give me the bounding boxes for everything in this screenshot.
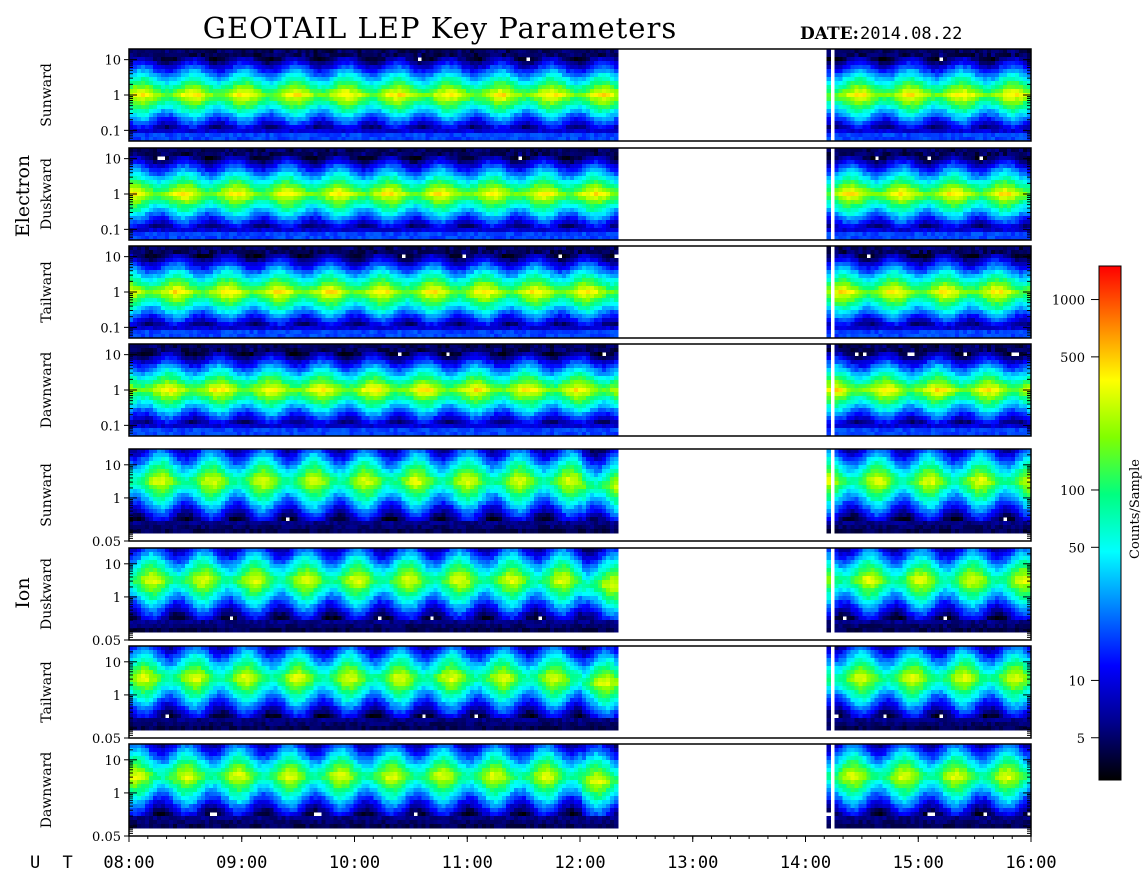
y-tick-label: 0.1 — [100, 419, 121, 434]
y-tick-label: 0.1 — [100, 124, 121, 139]
x-tick-label: 08:00 — [103, 853, 154, 873]
y-tick-label: 0.1 — [100, 223, 121, 238]
colorbar-tick-label: 50 — [1068, 541, 1085, 556]
figure-title: GEOTAIL LEP Key Parameters — [203, 11, 677, 45]
spectrogram-image — [129, 49, 1032, 142]
y-tick-label: 1 — [113, 591, 121, 606]
y-tick-label: 0.1 — [100, 321, 121, 336]
panel-frame — [128, 448, 1032, 542]
y-tick-label: 1 — [113, 787, 121, 802]
x-tick-label: 14:00 — [780, 853, 831, 873]
panel-name-label: Dawnward — [39, 352, 55, 429]
y-tick-label: 1 — [113, 492, 121, 507]
colorbar-tick-label: 100 — [1060, 484, 1085, 499]
panel-name-label: Duskward — [39, 158, 55, 230]
spectrogram-image — [129, 344, 1032, 437]
time-axis: U T 08:00 09:00 10:00 11:00 12:00 13:00 14:00 1… — [30, 836, 1057, 873]
date-label: DATE: — [800, 24, 859, 44]
panel-ion-dawnward: 10 1 0.05 Dawnward — [39, 743, 1032, 845]
panel-electron-duskward: 10 1 0.1 Duskward — [39, 147, 1032, 241]
date-value: 2014.08.22 — [860, 24, 962, 44]
y-tick-label: 0.05 — [92, 535, 121, 550]
panel-ion-duskward: 10 1 0.05 Duskward — [39, 547, 1032, 649]
panel-electron-tailward: 10 1 0.1 Tailward — [39, 245, 1032, 339]
y-tick-label: 10 — [104, 754, 121, 769]
x-tick-label: 11:00 — [442, 853, 493, 873]
y-tick-label: 10 — [104, 54, 121, 69]
x-tick-label: 15:00 — [893, 853, 944, 873]
panel-name-label: Dawnward — [39, 752, 55, 829]
colorbar-tick-label: 10 — [1068, 674, 1085, 689]
panel-name-label: Sunward — [39, 463, 55, 527]
panel-electron-sunward: 10 1 0.1 Sunward — [39, 48, 1032, 142]
panel-ion-sunward: 10 1 0.05 Sunward — [39, 448, 1032, 550]
spectrogram-image — [129, 449, 1032, 534]
y-tick-label: 10 — [104, 349, 121, 364]
group-label-ion: Ion — [12, 577, 34, 608]
y-tick-label: 0.05 — [92, 732, 121, 747]
spectrogram-image — [129, 148, 1032, 241]
panel-name-label: Duskward — [39, 558, 55, 630]
colorbar-label: Counts/Sample — [1128, 459, 1142, 559]
x-tick-label: 13:00 — [667, 853, 718, 873]
colorbar-tick-label: 5 — [1077, 732, 1085, 747]
y-tick-label: 10 — [104, 656, 121, 671]
spectrogram-image — [129, 246, 1032, 339]
x-tick-label: 16:00 — [1005, 853, 1056, 873]
x-tick-label: 10:00 — [329, 853, 380, 873]
panel-name-label: Tailward — [39, 261, 55, 323]
x-tick-label: 12:00 — [554, 853, 605, 873]
y-tick-label: 10 — [104, 459, 121, 474]
panel-frame — [128, 547, 1032, 641]
group-label-electron: Electron — [12, 155, 34, 237]
group-labels: Electron Ion — [12, 155, 34, 609]
ut-label: U T — [30, 853, 79, 873]
panel-name-label: Tailward — [39, 661, 55, 723]
panel-frame — [128, 645, 1032, 739]
spectrogram-image — [129, 744, 1032, 829]
colorbar-tick-label: 500 — [1060, 351, 1085, 366]
panel-name-label: Sunward — [39, 63, 55, 127]
spectrogram-image — [129, 548, 1032, 633]
y-tick-label: 1 — [113, 384, 121, 399]
y-tick-label: 10 — [104, 153, 121, 168]
colorbar-tick-label: 1000 — [1052, 294, 1085, 309]
x-tick-label: 09:00 — [216, 853, 267, 873]
spectrogram-image — [129, 646, 1032, 731]
panel-ion-tailward: 10 1 0.05 Tailward — [39, 645, 1032, 747]
y-tick-label: 1 — [113, 89, 121, 104]
y-tick-label: 1 — [113, 188, 121, 203]
y-tick-label: 0.05 — [92, 634, 121, 649]
y-tick-label: 1 — [113, 286, 121, 301]
panel-electron-dawnward: 10 1 0.1 Dawnward — [39, 343, 1032, 437]
panel-stack: 10 1 0.1 Sunward 10 1 0.1 Duskward 10 1 0.1 Tailwar… — [39, 48, 1032, 845]
y-tick-label: 1 — [113, 689, 121, 704]
y-tick-label: 10 — [104, 558, 121, 573]
y-tick-label: 0.05 — [92, 830, 121, 845]
y-tick-label: 10 — [104, 251, 121, 266]
colorbar: Counts/Sample 1000 500 100 50 10 5 — [1052, 265, 1142, 781]
colorbar-fill — [1098, 265, 1122, 781]
